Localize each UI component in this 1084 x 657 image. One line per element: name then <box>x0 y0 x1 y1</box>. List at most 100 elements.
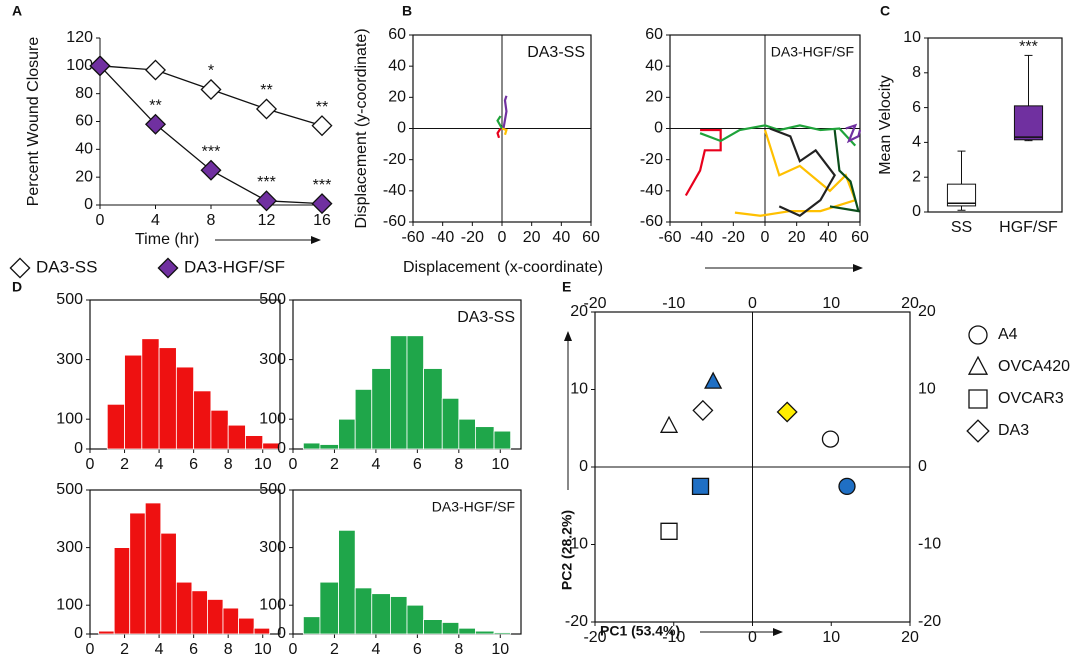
y-tick-label: 0 <box>912 203 921 220</box>
y-tick-label: -20 <box>640 151 663 168</box>
x-tick-label: 4 <box>371 641 380 657</box>
data-point <box>821 430 840 448</box>
x-tick-label: 10 <box>254 456 272 473</box>
y-tick-label: 60 <box>388 26 406 43</box>
track <box>829 129 860 213</box>
point-label: * <box>208 63 214 80</box>
y-tick-label: 4 <box>912 134 921 151</box>
track <box>734 129 857 217</box>
y-tick-label: 0 <box>397 120 406 137</box>
x-tick-label: 20 <box>523 229 541 246</box>
x-tick-label: 16 <box>313 212 331 229</box>
x-tick-label-top: 20 <box>901 295 919 312</box>
data-point <box>311 193 333 215</box>
y-tick-label: 10 <box>570 381 588 398</box>
x-axis-label: Displacement (x-coordinate) <box>403 259 603 276</box>
x-tick-label: -40 <box>690 229 713 246</box>
y-tick-label: 20 <box>570 303 588 320</box>
y-tick-label: 8 <box>912 64 921 81</box>
data-point <box>691 477 710 496</box>
x-tick-label: 0 <box>96 212 105 229</box>
x-tick-label: 8 <box>224 456 233 473</box>
point-label: ** <box>260 82 272 99</box>
y-tick-label: 0 <box>74 440 83 457</box>
track <box>501 127 508 136</box>
panel-label: D <box>12 279 22 295</box>
histogram-bar <box>191 590 208 635</box>
x-axis-label: PC1 (53.4%) <box>600 623 680 639</box>
x-tick-label: 0 <box>761 229 770 246</box>
point-label: ** <box>316 99 328 116</box>
x-tick-label: 6 <box>189 456 198 473</box>
y-tick-label: 0 <box>74 625 83 642</box>
x-tick-label: -20 <box>722 229 745 246</box>
data-point <box>838 477 856 496</box>
y-tick-label: 300 <box>259 539 286 556</box>
x-tick-label: 10 <box>254 641 272 657</box>
x-tick-label: 6 <box>189 641 198 657</box>
y-tick-label: 100 <box>66 57 93 74</box>
y-tick-label: 20 <box>75 168 93 185</box>
histogram-bar <box>338 418 356 450</box>
x-tick-label: 8 <box>207 212 216 229</box>
data-point <box>144 113 167 135</box>
x-tick-label: 2 <box>120 456 129 473</box>
y-tick-label: 100 <box>259 596 286 613</box>
track <box>699 124 857 147</box>
y-tick-label: 0 <box>654 120 663 137</box>
x-tick-label: -60 <box>658 229 681 246</box>
x-tick-label: 10 <box>491 641 509 657</box>
panel-label: B <box>402 3 412 19</box>
y-tick-label: 300 <box>259 351 286 368</box>
histogram-bar <box>319 581 340 635</box>
x-tick-label: -20 <box>583 629 606 646</box>
y-tick-label: 100 <box>56 410 83 427</box>
y-axis-label: Mean Velocity <box>877 75 894 175</box>
x-tick-label: 0 <box>86 641 95 657</box>
y-tick-label: 40 <box>75 141 93 158</box>
histogram-bar <box>406 604 424 635</box>
y-tick-label-right: 10 <box>918 381 936 398</box>
data-point <box>144 59 167 81</box>
x-tick-label: 8 <box>454 641 463 657</box>
data-point <box>660 522 678 540</box>
y-tick-label: 300 <box>56 539 83 556</box>
x-tick-label: -10 <box>662 629 685 646</box>
y-axis-label: Percent Wound Closure <box>25 37 42 207</box>
legend-label: OVCAR3 <box>998 390 1064 407</box>
histogram-bar <box>302 442 321 450</box>
histogram-bar <box>354 388 373 450</box>
x-tick-label: 0 <box>86 456 95 473</box>
point-label: *** <box>257 174 276 191</box>
track <box>769 127 836 218</box>
data-point <box>311 115 333 137</box>
point-label: *** <box>313 177 332 194</box>
y-tick-label: 120 <box>66 29 93 46</box>
x-axis-label: Time (hr) <box>135 231 199 248</box>
point-label: ** <box>149 98 161 115</box>
x-tick-label: -40 <box>431 229 454 246</box>
x-tick-label: 0 <box>289 641 298 657</box>
x-tick-label: 6 <box>413 456 422 473</box>
x-tick-label: 60 <box>851 229 869 246</box>
annotation: *** <box>1019 39 1038 56</box>
track <box>845 123 862 144</box>
y-tick-label: 0 <box>277 440 286 457</box>
histogram-bar <box>129 512 146 635</box>
histogram-bar <box>458 627 476 635</box>
y-tick-label: 40 <box>388 57 406 74</box>
y-tick-label: 500 <box>56 291 83 308</box>
legend-label: DA3-SS <box>36 257 97 276</box>
histogram-bar <box>458 418 476 450</box>
x-tick-label: 4 <box>155 456 164 473</box>
legend-label: DA3 <box>998 422 1029 439</box>
data-point <box>659 415 679 433</box>
x-tick-label: 0 <box>498 229 507 246</box>
y-tick-label: 40 <box>645 57 663 74</box>
histogram-bar <box>338 529 356 635</box>
track <box>496 127 502 139</box>
y-tick-label: 0 <box>84 196 93 213</box>
track <box>684 128 722 197</box>
y-tick-label: 300 <box>56 351 83 368</box>
track <box>496 115 503 130</box>
